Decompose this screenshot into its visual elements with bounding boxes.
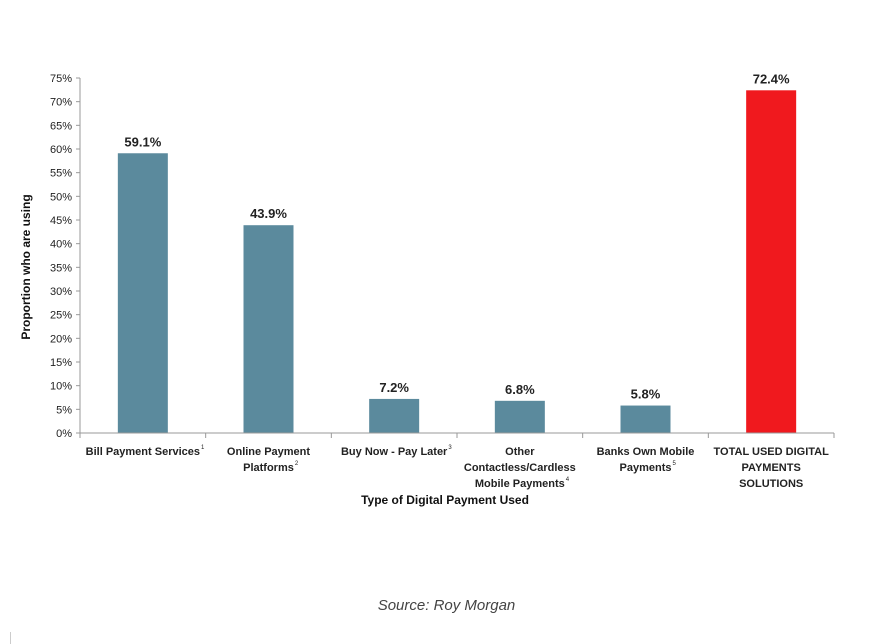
x-category-label: Payments (620, 462, 672, 474)
bar (243, 225, 294, 433)
y-tick-label: 30% (50, 286, 72, 298)
y-tick-label: 70% (50, 97, 72, 109)
footnote-marker: 3 (448, 445, 452, 451)
y-tick-label: 5% (56, 404, 72, 416)
x-category-label: Mobile Payments (475, 478, 565, 490)
x-category-label: Platforms (243, 462, 294, 474)
y-tick-label: 60% (50, 144, 72, 156)
data-label: 72.4% (753, 71, 790, 86)
footnote-marker: 1 (201, 445, 205, 451)
x-category-label: Online Payment (227, 446, 310, 458)
x-axis-title: Type of Digital Payment Used (361, 493, 529, 507)
x-category-label: Banks Own Mobile (597, 446, 695, 458)
bar (620, 405, 671, 433)
x-category-label: SOLUTIONS (739, 478, 803, 490)
x-category-label: PAYMENTS (742, 462, 801, 474)
footnote-marker: 4 (566, 477, 570, 483)
y-tick-label: 75% (50, 73, 72, 85)
y-tick-label: 25% (50, 310, 72, 322)
y-tick-label: 40% (50, 239, 72, 251)
x-category-label: Contactless/Cardless (464, 462, 576, 474)
bars: 59.1% 43.9% 7.2% 6.8% 5.8% 72.4% (117, 71, 797, 433)
x-category-label: Other (505, 446, 535, 458)
y-tick-label: 20% (50, 333, 72, 345)
y-tick-label: 10% (50, 381, 72, 393)
y-tick-label: 0% (56, 428, 72, 440)
bar (746, 90, 797, 433)
bar (117, 153, 168, 433)
y-axis: 0% 5% 10% 15% 20% 25% 30% 35% 40% 45% 50% 55% 60% 65%… (50, 73, 81, 440)
x-category-label: Buy Now - Pay Later (341, 446, 448, 458)
y-tick-label: 55% (50, 168, 72, 180)
bar (494, 400, 545, 433)
divider (10, 632, 11, 644)
x-axis: Bill Payment Services 1 Online Payment Plat… (79, 432, 835, 490)
data-label: 43.9% (250, 206, 287, 221)
source-caption: Source: Roy Morgan (377, 597, 516, 614)
y-tick-label: 50% (50, 191, 72, 203)
data-label: 5.8% (631, 387, 661, 402)
footnote-marker: 2 (295, 461, 299, 467)
footnote-marker: 5 (672, 461, 676, 467)
y-axis-title: Proportion who are using (19, 194, 33, 339)
x-category-label: Bill Payment Services (86, 446, 200, 458)
y-tick-label: 65% (50, 120, 72, 132)
y-tick-label: 45% (50, 215, 72, 227)
data-label: 59.1% (124, 134, 161, 149)
data-label: 7.2% (379, 380, 409, 395)
y-tick-label: 35% (50, 262, 72, 274)
y-tick-label: 15% (50, 357, 72, 369)
x-category-label: TOTAL USED DIGITAL (714, 446, 830, 458)
data-label: 6.8% (505, 382, 535, 397)
bar (369, 398, 420, 433)
